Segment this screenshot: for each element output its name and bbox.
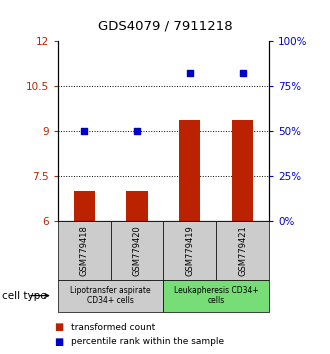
Bar: [232, 120, 253, 221]
Text: transformed count: transformed count: [71, 323, 155, 332]
Text: GSM779419: GSM779419: [185, 225, 194, 276]
Bar: [179, 120, 200, 221]
Text: GDS4079 / 7911218: GDS4079 / 7911218: [98, 19, 232, 33]
Bar: [126, 191, 148, 221]
Text: GSM779421: GSM779421: [238, 225, 247, 276]
Text: percentile rank within the sample: percentile rank within the sample: [71, 337, 224, 346]
Point: [187, 70, 192, 76]
Point: [240, 70, 245, 76]
Point: [82, 128, 87, 134]
Text: GSM779418: GSM779418: [80, 225, 89, 276]
Text: Lipotransfer aspirate
CD34+ cells: Lipotransfer aspirate CD34+ cells: [70, 286, 151, 305]
Point: [134, 128, 140, 134]
Bar: [74, 191, 95, 221]
Text: cell type: cell type: [2, 291, 46, 301]
Text: ■: ■: [54, 322, 64, 332]
Text: ■: ■: [54, 337, 64, 347]
Text: Leukapheresis CD34+
cells: Leukapheresis CD34+ cells: [174, 286, 258, 305]
Text: GSM779420: GSM779420: [132, 225, 142, 276]
